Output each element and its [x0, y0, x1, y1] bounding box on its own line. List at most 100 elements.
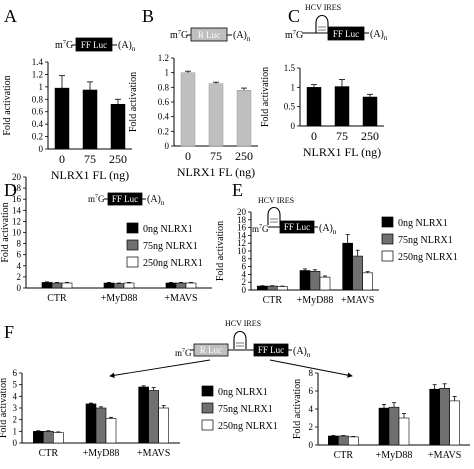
polya-a: (A) — [233, 30, 247, 41]
bar — [138, 386, 149, 444]
y-tick-label: 12 — [12, 216, 21, 226]
panel-letter-e: E — [232, 180, 243, 200]
bar — [338, 435, 349, 446]
legend-swatch — [201, 419, 214, 431]
y-tick-label: 2 — [242, 277, 247, 287]
bar — [61, 282, 73, 289]
y-tick-label: 1 — [39, 82, 44, 92]
bar — [105, 418, 117, 444]
legend-swatch — [126, 256, 139, 268]
y-tick-label: 0.8 — [32, 94, 44, 104]
bar — [449, 400, 460, 446]
arrow-to-right-chart — [269, 359, 353, 378]
legend-swatch — [126, 222, 139, 234]
legend-swatch — [201, 402, 214, 414]
y-tick-label: 1 — [291, 82, 296, 92]
x-tick-label: +MAVS — [164, 293, 197, 304]
polya-a: (A) — [293, 346, 307, 357]
polya-subscript: n — [247, 35, 251, 43]
y-tick-label: 8 — [17, 239, 22, 249]
bar — [85, 403, 97, 444]
bar — [110, 104, 126, 150]
x-tick-label: 75 — [210, 149, 222, 163]
y-tick-label: 14 — [12, 205, 22, 215]
x-tick-label: CTR — [263, 295, 283, 306]
cap-label: m7G — [175, 348, 192, 358]
chart-panel-B: 0 0.2 0.4 0.6 0.8 1 1.2 Fold activation 0 75 250 NL… — [128, 53, 258, 179]
y-tick-label: 0 — [13, 438, 18, 448]
legend-swatch — [381, 216, 394, 228]
y-tick-label: 0.8 — [158, 82, 170, 92]
ff-luc-a-label: FF Luc — [81, 40, 107, 50]
polya-label: (A)n — [233, 30, 251, 43]
y-tick-label: 6 — [13, 368, 18, 378]
ires-hairpin — [233, 330, 247, 349]
polya-a: (A) — [147, 194, 161, 205]
bar — [277, 286, 288, 291]
x-tick-label: CTR — [39, 448, 59, 459]
cap-m: m — [252, 224, 259, 234]
legend-swatch — [381, 250, 394, 262]
bar — [158, 407, 169, 444]
panel-letter-c: C — [288, 6, 300, 26]
polya-subscript: n — [384, 34, 388, 42]
x-tick-label: +MyD88 — [297, 295, 334, 306]
x-tick-label: 250 — [109, 152, 127, 166]
cap-g: G — [66, 40, 73, 51]
x-axis-label: NLRX1 FL (ng) — [303, 145, 381, 159]
bar — [208, 83, 224, 147]
ires-hairpin — [315, 14, 329, 33]
bar — [267, 285, 278, 291]
y-axis-label: Fold activation — [0, 378, 9, 438]
y-tick-label: 18 — [12, 183, 22, 193]
y-tick-label: 6 — [242, 262, 247, 272]
bar — [95, 407, 107, 444]
hcv-ires-label: HCV IRES — [258, 196, 294, 205]
bar — [398, 417, 410, 446]
cap-label: m7G — [252, 224, 269, 234]
cap-g: G — [262, 224, 269, 234]
y-axis-label: Fold activation — [260, 67, 271, 127]
y-tick-label: 0 — [309, 440, 314, 450]
arrow-to-left-chart — [109, 359, 211, 378]
cap-label: m7G — [88, 194, 105, 204]
polya-subscript: n — [333, 228, 337, 236]
polya-subscript: n — [307, 351, 311, 359]
cap-superscript: 7 — [178, 29, 182, 36]
polya-label: (A)n — [147, 194, 165, 207]
y-axis-label: Fold activation — [128, 72, 139, 132]
bar — [175, 282, 187, 289]
bar — [388, 406, 400, 446]
bar — [51, 282, 63, 289]
y-axis-label: Fold activation — [215, 221, 226, 281]
cap-m: m — [285, 30, 293, 41]
x-tick-label: CTR — [47, 293, 67, 304]
legend-swatch — [126, 239, 139, 251]
bar — [103, 282, 115, 289]
bar — [257, 285, 268, 291]
bar — [82, 89, 98, 150]
chart-panel-F-right: 0 2 4 6 8 Fold activation CTR +MyD88 +MAVS — [292, 368, 470, 461]
chart-panel-A: 0 0.2 0.4 0.6 0.8 1 1.2 1.4 Fold activation 0 75 25… — [2, 57, 132, 182]
cap-m: m — [55, 40, 63, 51]
bar — [352, 255, 363, 291]
y-tick-label: 2 — [13, 415, 18, 425]
y-tick-label: 5 — [13, 380, 18, 390]
y-tick-label: 1.5 — [284, 63, 296, 73]
bar — [123, 282, 135, 289]
cap-g: G — [185, 348, 192, 358]
bar — [429, 388, 440, 446]
y-axis-label: Fold activation — [292, 379, 303, 439]
y-tick-label: 1 — [165, 68, 170, 78]
bar — [348, 436, 359, 446]
x-tick-label: 250 — [361, 129, 379, 143]
y-tick-label: 0 — [242, 285, 247, 295]
bar — [33, 431, 44, 444]
r-luc-f-label: R Luc — [200, 345, 222, 355]
polya-label: (A)n — [118, 40, 136, 53]
cap-m: m — [175, 348, 182, 358]
x-tick-label: +MAVS — [428, 450, 461, 461]
y-tick-label: 0.2 — [158, 126, 169, 136]
cap-m: m — [170, 30, 178, 41]
